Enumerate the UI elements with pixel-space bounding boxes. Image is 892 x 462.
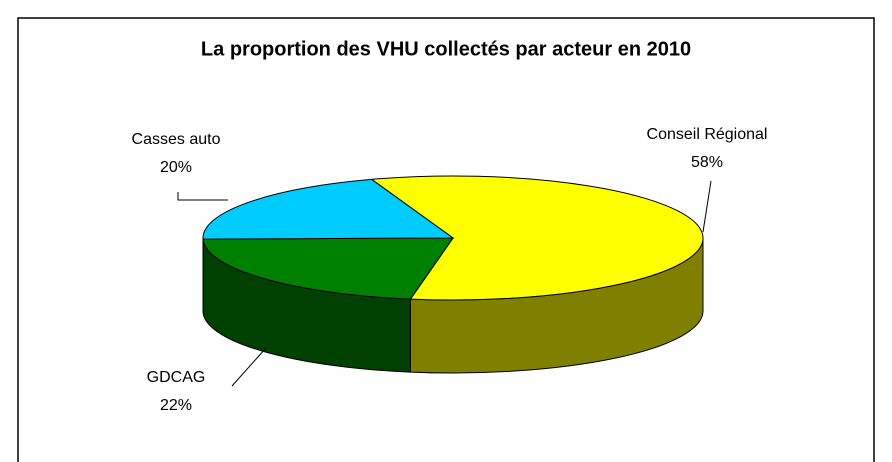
slice [202,237,454,300]
slice-label: GDCAG [147,369,206,386]
leader-line [177,192,228,201]
slice [370,175,704,301]
slice-value-label: 58% [691,154,723,171]
chart-title: La proportion des VHU collectés par acte… [201,38,691,60]
slice [202,178,455,240]
leader-line [231,347,267,387]
slice-value-label: 20% [160,159,192,176]
slice-label: Casses auto [132,131,221,148]
slice-label: Conseil Régional [647,126,768,143]
chart-frame [17,17,875,462]
slice-value-label: 22% [160,397,192,414]
leader-line [702,180,712,233]
